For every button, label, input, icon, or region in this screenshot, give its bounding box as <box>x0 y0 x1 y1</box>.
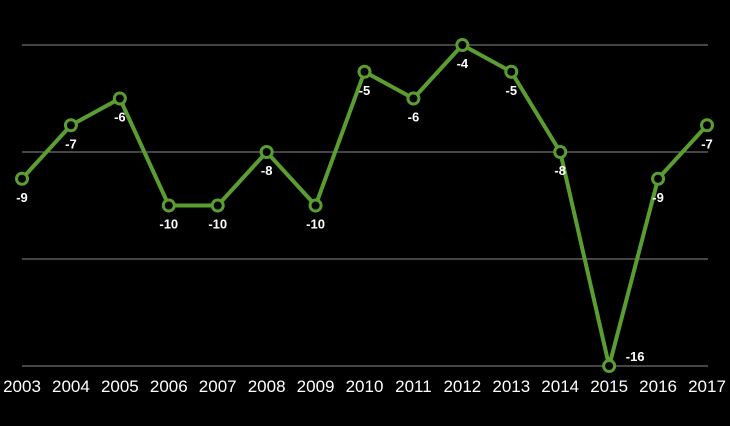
data-label: -6 <box>408 110 420 125</box>
x-tick-label: 2005 <box>101 377 139 396</box>
data-point <box>210 198 225 213</box>
data-label: -10 <box>306 217 325 232</box>
data-point <box>504 64 519 79</box>
x-tick-label: 2003 <box>3 377 41 396</box>
data-point <box>15 171 29 186</box>
data-label: -9 <box>16 190 28 205</box>
data-label: -5 <box>359 83 371 98</box>
x-tick-label: 2007 <box>199 377 237 396</box>
data-label: -5 <box>506 83 518 98</box>
x-tick-label: 2015 <box>590 377 628 396</box>
data-point <box>63 118 78 133</box>
data-label: -8 <box>554 163 566 178</box>
x-tick-label: 2013 <box>492 377 530 396</box>
data-label: -7 <box>701 136 713 151</box>
data-point <box>259 145 274 159</box>
x-tick-label: 2006 <box>150 377 188 396</box>
x-tick-label: 2016 <box>639 377 677 396</box>
data-point <box>161 198 176 213</box>
data-point <box>651 171 666 186</box>
x-tick-label: 2017 <box>688 377 726 396</box>
x-tick-label: 2012 <box>443 377 481 396</box>
data-point <box>700 118 714 133</box>
data-label: -6 <box>114 110 126 125</box>
data-point <box>602 359 617 373</box>
data-point <box>357 64 372 79</box>
data-point <box>112 91 127 106</box>
data-label: -4 <box>457 56 469 71</box>
data-label: -16 <box>626 349 645 364</box>
data-label: -7 <box>65 136 77 151</box>
data-label: -9 <box>652 190 664 205</box>
data-point <box>553 145 568 159</box>
x-tick-label: 2008 <box>248 377 286 396</box>
data-label: -10 <box>159 217 178 232</box>
x-tick-label: 2009 <box>297 377 335 396</box>
data-point <box>455 38 470 52</box>
x-tick-label: 2010 <box>346 377 384 396</box>
x-tick-label: 2014 <box>541 377 579 396</box>
data-label: -10 <box>208 217 227 232</box>
data-point <box>406 91 421 106</box>
x-tick-label: 2004 <box>52 377 90 396</box>
x-tick-label: 2011 <box>395 377 432 396</box>
data-point <box>308 198 323 213</box>
data-label: -8 <box>261 163 273 178</box>
